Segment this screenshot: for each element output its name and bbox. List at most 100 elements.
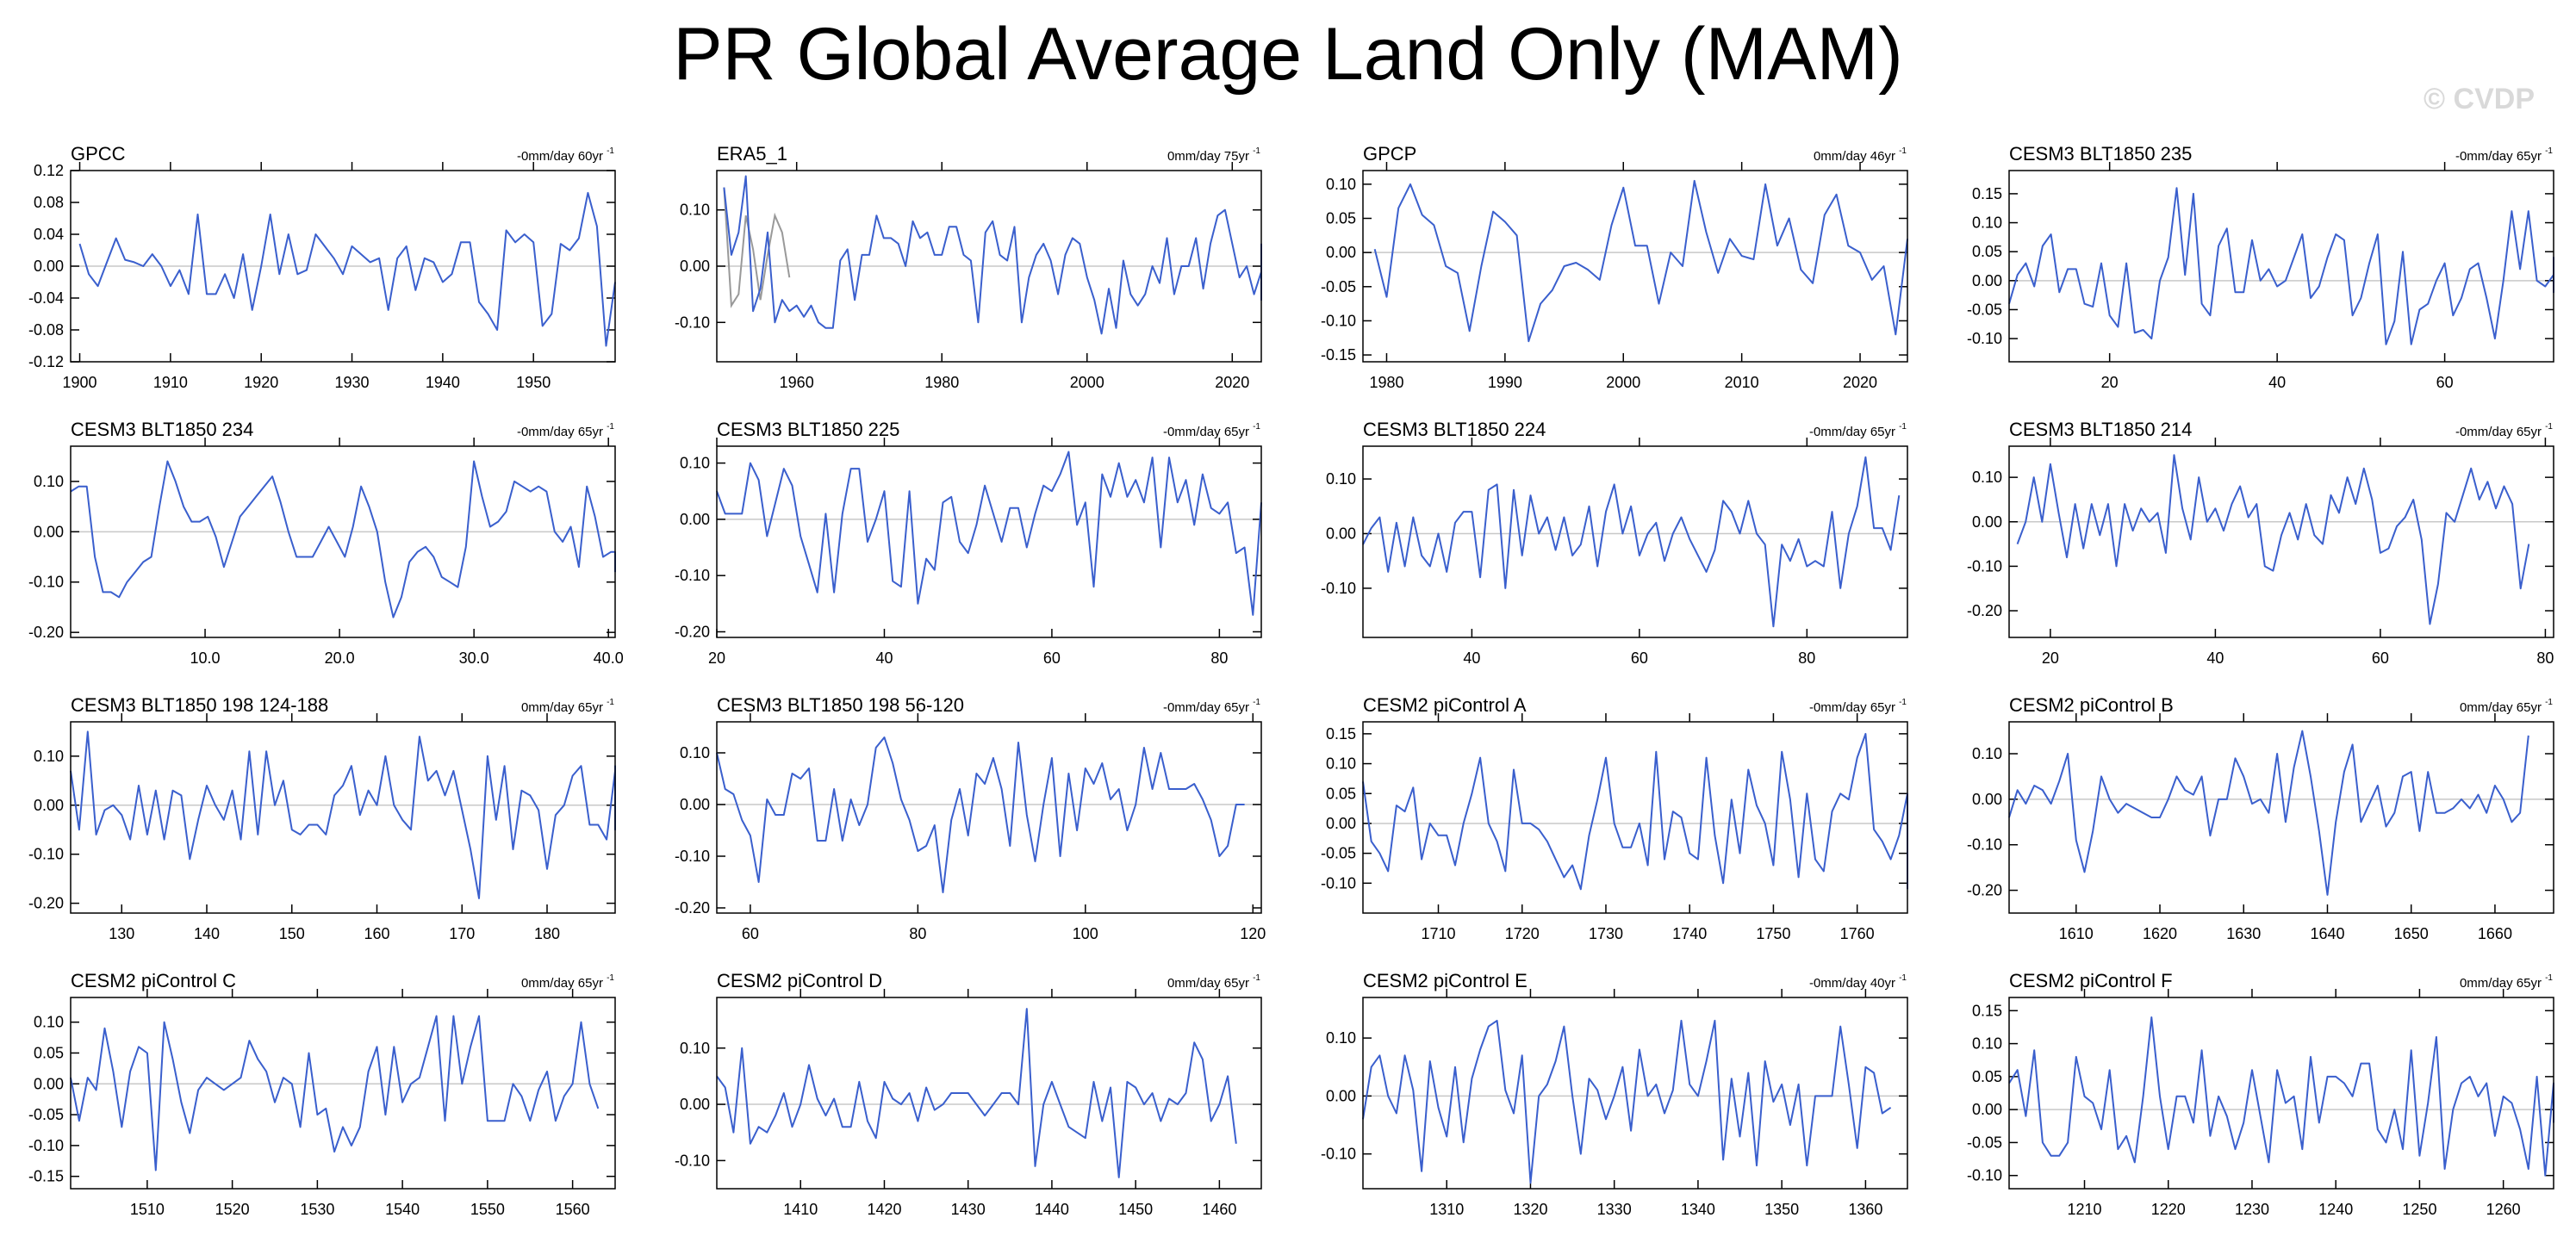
panel-7: CESM3 BLT1850 224 -0mm/day 65yr -1 -0.10 0.0…: [1321, 419, 1908, 667]
x-tick-label: 1230: [2235, 1201, 2269, 1218]
x-tick-label: 1920: [244, 374, 278, 391]
panel-trend-label: -0mm/day 65yr: [1809, 425, 1895, 439]
y-tick-label: 0.10: [34, 473, 64, 490]
x-tick-label: 1550: [470, 1201, 505, 1218]
x-tick-label: 1750: [1756, 925, 1790, 942]
panel-trend-label: 0mm/day 75yr: [1167, 149, 1249, 164]
x-tick-label: 150: [279, 925, 305, 942]
panel-12: CESM2 piControl B 0mm/day 65yr -1 -0.20 -0.1…: [1967, 694, 2554, 942]
x-tick-label: 1210: [2067, 1201, 2101, 1218]
panel-5: CESM3 BLT1850 234 -0mm/day 65yr -1 -0.20 -0.…: [28, 419, 624, 667]
y-tick-label: -0.20: [675, 899, 710, 917]
series-line: [716, 451, 1262, 616]
y-tick-label: 0.00: [34, 523, 64, 540]
y-tick-label: 0.00: [34, 797, 64, 814]
plot-frame: [1362, 445, 1908, 638]
x-tick-label: 1560: [556, 1201, 590, 1218]
panel-4: CESM3 BLT1850 235 -0mm/day 65yr -1 -0.10 -0.…: [1967, 143, 2554, 391]
panel-6: CESM3 BLT1850 225 -0mm/day 65yr -1 -0.20 -0.…: [675, 419, 1262, 667]
x-tick-label: 1940: [426, 374, 460, 391]
y-tick-label: 0.10: [1326, 755, 1356, 773]
y-tick-label: -0.10: [28, 1137, 64, 1154]
x-tick-label: 1360: [1848, 1201, 1882, 1218]
y-tick-label: 0.00: [1972, 1101, 2002, 1118]
x-tick-label: 20: [708, 649, 725, 667]
x-tick-label: 60: [742, 925, 759, 942]
panel-trend-label: -0mm/day 65yr: [1163, 425, 1249, 439]
y-tick-label: 0.10: [34, 1014, 64, 1031]
panel-trend-exponent: -1: [1253, 973, 1260, 983]
panel-16: CESM2 piControl F 0mm/day 65yr -1 -0.10 -0.0…: [1967, 970, 2554, 1218]
y-tick-label: 0.00: [680, 1096, 710, 1113]
y-tick-label: -0.05: [28, 1106, 64, 1123]
panel-trend-exponent: -1: [607, 973, 614, 983]
panel-trend-exponent: -1: [1253, 146, 1260, 156]
x-tick-label: 2000: [1606, 374, 1640, 391]
panel-trend-label: -0mm/day 60yr: [517, 149, 603, 164]
series-line: [1362, 456, 1901, 628]
panel-10: CESM3 BLT1850 198 56-120 -0mm/day 65yr -1 -…: [675, 694, 1266, 942]
y-tick-label: 0.00: [1326, 815, 1356, 832]
plot-frame: [716, 170, 1262, 363]
page-title: PR Global Average Land Only (MAM): [673, 13, 1903, 96]
panel-title: CESM2 piControl C: [71, 970, 236, 991]
series-line: [716, 736, 1245, 893]
panel-trend-label: -0mm/day 65yr: [1163, 700, 1249, 715]
x-tick-label: 1540: [385, 1201, 420, 1218]
panel-15: CESM2 piControl E -0mm/day 40yr -1 -0.10 0.0…: [1321, 970, 1908, 1218]
plot-frame: [2008, 445, 2554, 638]
panel-trend-exponent: -1: [2545, 973, 2553, 983]
x-tick-label: 60: [2372, 649, 2389, 667]
panel-trend-exponent: -1: [2545, 146, 2553, 156]
x-tick-label: 1710: [1421, 925, 1455, 942]
panel-title: GPCP: [1363, 143, 1416, 165]
x-tick-label: 1440: [1035, 1201, 1069, 1218]
y-tick-label: -0.04: [28, 289, 64, 307]
y-tick-label: -0.20: [28, 624, 64, 641]
reference-series-line: [723, 187, 791, 308]
plot-frame: [70, 445, 616, 638]
y-tick-label: 0.10: [1972, 1035, 2002, 1053]
panel-trend-exponent: -1: [1899, 146, 1907, 156]
panel-trend-label: -0mm/day 65yr: [1809, 700, 1895, 715]
panel-trend-label: -0mm/day 65yr: [2455, 425, 2542, 439]
panel-trend-exponent: -1: [1899, 422, 1907, 432]
y-tick-label: 0.05: [34, 1044, 64, 1061]
y-tick-label: 0.10: [680, 1040, 710, 1057]
x-tick-label: 1980: [924, 374, 959, 391]
y-tick-label: -0.10: [28, 574, 64, 591]
panel-title: CESM3 BLT1850 234: [71, 419, 253, 440]
panel-trend-exponent: -1: [2545, 422, 2553, 432]
y-tick-label: 0.10: [1326, 1029, 1356, 1047]
y-tick-label: 0.12: [34, 162, 64, 179]
x-tick-label: 1260: [2486, 1201, 2521, 1218]
y-tick-label: 0.10: [1326, 470, 1356, 488]
x-tick-label: 1910: [153, 374, 188, 391]
y-tick-label: -0.20: [675, 623, 710, 640]
plot-frame: [1362, 721, 1908, 914]
y-tick-label: 0.10: [680, 744, 710, 761]
y-tick-label: -0.10: [675, 1152, 710, 1169]
y-tick-label: 0.15: [1972, 185, 2002, 202]
panel-trend-label: -0mm/day 40yr: [1809, 976, 1895, 991]
panel-title: CESM2 piControl E: [1363, 970, 1528, 991]
plot-frame: [2008, 170, 2554, 363]
y-tick-label: -0.05: [1967, 1134, 2002, 1151]
y-tick-label: -0.12: [28, 353, 64, 370]
series-line: [2008, 1016, 2554, 1177]
panel-trend-exponent: -1: [1253, 698, 1260, 707]
panel-title: CESM2 piControl D: [717, 970, 882, 991]
x-tick-label: 60: [2436, 374, 2454, 391]
y-tick-label: 0.00: [1326, 244, 1356, 261]
plot-frame: [716, 997, 1262, 1190]
y-tick-label: 0.10: [1972, 214, 2002, 232]
y-tick-label: -0.10: [1321, 1146, 1356, 1163]
y-tick-label: -0.08: [28, 321, 64, 339]
panel-9: CESM3 BLT1850 198 124-188 0mm/day 65yr -1 -…: [28, 694, 616, 942]
y-tick-label: -0.10: [28, 846, 64, 863]
x-tick-label: 1760: [1840, 925, 1875, 942]
x-tick-label: 1930: [335, 374, 370, 391]
panel-title: CESM2 piControl B: [2009, 694, 2174, 716]
plot-frame: [716, 445, 1262, 638]
x-tick-label: 170: [449, 925, 475, 942]
